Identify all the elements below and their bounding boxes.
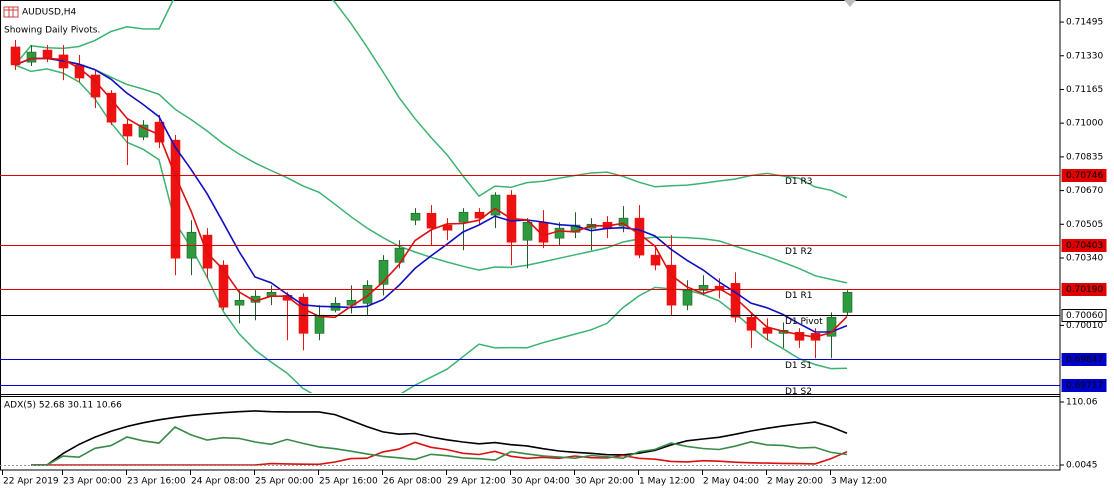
pivot-price-box	[1061, 379, 1107, 392]
adx-line	[31, 410, 848, 466]
x-tick-label: 23 Apr 00:00	[63, 477, 122, 487]
y-tick-label: 0.0045	[1066, 461, 1098, 471]
chart-title: AUDUSD,H4	[22, 8, 77, 18]
candle-body	[378, 259, 389, 285]
x-tick-label: 22 Apr 2019	[3, 477, 59, 487]
candle-body	[314, 314, 325, 334]
candle-body	[26, 51, 37, 63]
y-tick-label: 0.71165	[1066, 85, 1103, 95]
candle-body	[746, 316, 757, 331]
frame	[0, 0, 1061, 471]
candle-body	[698, 285, 709, 291]
bollinger-band	[14, 57, 848, 284]
pivot-price-box	[1061, 353, 1107, 366]
pivot-price-box	[1061, 239, 1107, 252]
x-tick-label: 26 Apr 08:00	[383, 477, 442, 487]
candle-body	[650, 254, 661, 266]
candle-body	[138, 124, 149, 138]
x-tick-label: 25 Apr 16:00	[319, 477, 378, 487]
pivot-price-label: 0.69847	[1066, 355, 1103, 365]
y-tick-label: 0.71330	[1066, 51, 1103, 61]
adx-title: ADX(5) 52.68 30.11 10.66	[4, 401, 122, 411]
y-tick-label: 0.70835	[1066, 152, 1103, 162]
x-tick-label: 2 May 04:00	[703, 477, 759, 487]
x-tick-label: 1 May 12:00	[639, 477, 695, 487]
adx-plot	[31, 410, 848, 466]
x-tick-label: 30 Apr 04:00	[511, 477, 570, 487]
candle-body	[794, 332, 805, 341]
pivot-name: D1 S2	[785, 387, 812, 397]
y-tick-label: 0.70505	[1066, 220, 1103, 230]
candle-body	[42, 49, 53, 59]
plus-di-line	[31, 441, 848, 466]
candle-body	[442, 224, 453, 231]
main-plot	[10, 0, 853, 393]
candle-body	[730, 283, 741, 318]
pivot-price-label: 0.70746	[1066, 171, 1103, 181]
y-tick-label: 110.06	[1066, 398, 1098, 408]
candle-body	[458, 211, 469, 223]
pivot-price-label: 0.69717	[1066, 381, 1103, 391]
pivot-name: D1 R2	[785, 247, 813, 257]
pivot-price-box	[1061, 309, 1107, 322]
pivot-price-label: 0.70190	[1066, 285, 1103, 295]
candle-body	[426, 212, 437, 229]
candle-body	[842, 291, 853, 313]
minus-di-line	[31, 426, 848, 466]
symbol-icon	[3, 6, 19, 18]
y-tick-label: 0.71495	[1066, 18, 1103, 28]
y-tick-label: 0.70010	[1066, 321, 1103, 331]
candle-body	[362, 285, 373, 304]
pivot-name: D1 Pivot	[785, 317, 823, 327]
candle-body	[618, 217, 629, 227]
bollinger-band	[14, 0, 848, 199]
candle-body	[410, 212, 421, 221]
candle-body	[106, 92, 117, 123]
x-tick-label: 30 Apr 20:00	[575, 477, 634, 487]
bollinger-band	[14, 64, 848, 393]
moving-average-slow	[14, 57, 848, 333]
candle-body	[202, 234, 213, 269]
y-tick-label: 0.70670	[1066, 186, 1103, 196]
pivot-name: D1 R3	[785, 177, 813, 187]
candle-body	[170, 139, 181, 259]
moving-average-fast	[14, 57, 848, 338]
x-tick-label: 25 Apr 00:00	[255, 477, 314, 487]
pivot-name: D1 R1	[785, 291, 813, 301]
candle-body	[218, 264, 229, 308]
shift-marker	[844, 0, 856, 7]
y-tick-label: 0.70340	[1066, 253, 1103, 263]
x-tick-label: 29 Apr 12:00	[447, 477, 506, 487]
x-tick-label: 23 Apr 16:00	[127, 477, 186, 487]
candle-body	[10, 46, 21, 66]
candle-body	[522, 221, 533, 241]
candle-body	[474, 211, 485, 219]
x-tick-label: 24 Apr 08:00	[191, 477, 250, 487]
pivot-name: D1 S1	[785, 361, 812, 371]
pivot-price-box	[1061, 283, 1107, 296]
x-tick-label: 3 May 12:00	[831, 477, 887, 487]
candle-body	[666, 264, 677, 306]
pivot-price-label: 0.70060	[1066, 311, 1103, 321]
pivot-price-box	[1061, 169, 1107, 182]
candle-body	[682, 289, 693, 306]
x-tick-label: 2 May 20:00	[767, 477, 823, 487]
y-tick-label: 0.71000	[1066, 119, 1103, 129]
candle-body	[490, 194, 501, 216]
candle-body	[394, 247, 405, 263]
pivot-price-label: 0.70403	[1066, 241, 1103, 251]
candle-body	[122, 123, 133, 137]
candle-body	[234, 299, 245, 306]
chart-subtitle: Showing Daily Pivots.	[4, 26, 100, 36]
candle-body	[554, 227, 565, 239]
